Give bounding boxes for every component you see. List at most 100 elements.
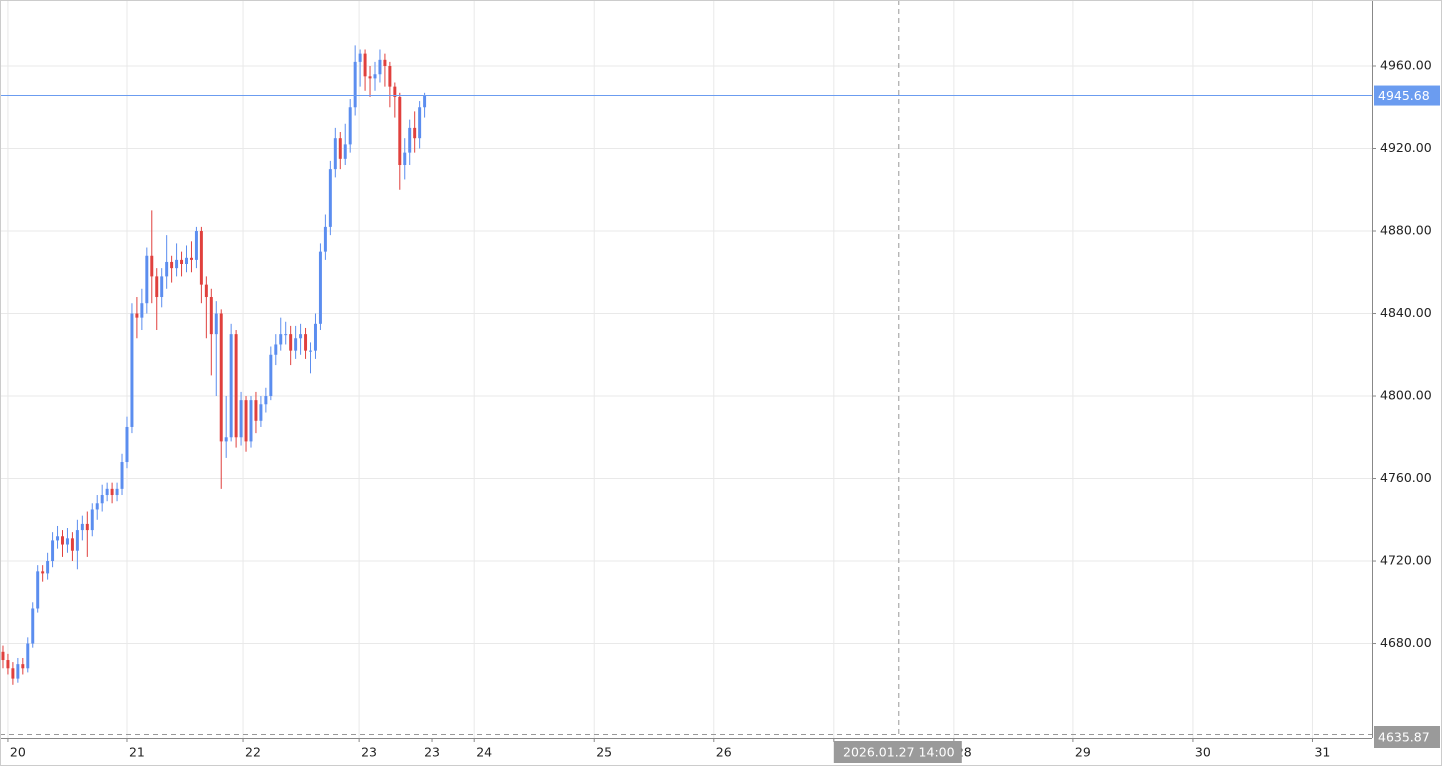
candle-body [398, 96, 402, 166]
candle-body [90, 509, 94, 531]
candle-body [1, 651, 5, 661]
candle-body [135, 313, 139, 318]
candle-body [353, 61, 357, 108]
candle-body [75, 530, 79, 551]
crosshair-price-label: 4635.87 [1378, 730, 1430, 745]
candle-body [323, 226, 327, 252]
candle-body [413, 127, 417, 139]
candle-body [120, 462, 124, 489]
candle-body [309, 350, 312, 352]
x-tick-label: 29 [1075, 745, 1091, 760]
candle-body [189, 257, 193, 260]
candle-body [61, 536, 64, 545]
candle-body [348, 107, 352, 145]
candle-body [214, 313, 218, 335]
candle-body [140, 303, 144, 318]
x-tick-label: 31 [1314, 745, 1330, 760]
candle-body [363, 53, 367, 77]
candle-body [313, 323, 317, 351]
y-tick-label: 4720.00 [1380, 553, 1432, 568]
candle-body [274, 344, 278, 355]
candle-body [110, 488, 114, 496]
candle-body [26, 643, 30, 669]
candle-body [373, 74, 377, 79]
candle-body [294, 338, 298, 351]
candle-body [65, 538, 69, 545]
x-tick-label: 21 [129, 745, 145, 760]
y-tick-label: 4760.00 [1380, 470, 1432, 485]
y-tick-label: 4960.00 [1380, 58, 1432, 73]
candle-body [31, 608, 35, 644]
candle-body [299, 334, 303, 339]
candle-body [70, 538, 74, 551]
crosshair-time-label: 2026.01.27 14:00 [843, 745, 955, 760]
candle-body [403, 152, 407, 166]
candle-body [224, 437, 228, 442]
y-tick-label: 4840.00 [1380, 305, 1432, 320]
x-tick-label: 20 [10, 745, 26, 760]
candle-body [264, 396, 268, 405]
candle-body [244, 400, 248, 442]
x-tick-label: 23 [424, 745, 440, 760]
candle-body [279, 334, 283, 345]
y-tick-label: 4800.00 [1380, 388, 1432, 403]
candle-body [318, 251, 322, 324]
candle-body [378, 59, 382, 75]
candle-body [180, 259, 184, 265]
grid-layer [0, 0, 1372, 738]
x-tick-label: 23 [361, 745, 377, 760]
crosshair-price-tag [1374, 726, 1440, 748]
candle-body [204, 284, 208, 298]
candle-body [115, 488, 119, 496]
candle-body [46, 561, 50, 574]
candle-body [343, 144, 347, 159]
candle-body [85, 523, 89, 531]
last-price-tag [1374, 85, 1440, 106]
candle-body [199, 231, 203, 285]
candle-body [269, 354, 273, 397]
candle-body [254, 400, 258, 421]
candle-body [130, 313, 134, 427]
candle-body [229, 334, 233, 438]
candle-body [41, 571, 45, 574]
x-tick-label: 22 [245, 745, 261, 760]
candle-body [333, 138, 337, 170]
x-tick-label: 26 [716, 745, 732, 760]
candle-body [219, 313, 223, 442]
y-tick-label: 4880.00 [1380, 223, 1432, 238]
candle-body [185, 257, 188, 265]
candle-body [289, 334, 293, 351]
candle-body [16, 664, 20, 679]
x-tick-label: 30 [1195, 745, 1211, 760]
candle-body [175, 259, 179, 269]
candle-body [239, 400, 243, 438]
candle-body [249, 400, 253, 442]
candle-body [338, 138, 342, 159]
candle-body [393, 86, 397, 97]
candle-body [36, 571, 40, 609]
y-tick-label: 4680.00 [1380, 635, 1432, 650]
candle-body [368, 76, 372, 79]
candle-body [234, 334, 238, 438]
candle-body [145, 255, 149, 304]
candle-body [209, 297, 213, 335]
candle-body [284, 334, 288, 336]
candle-body [328, 169, 332, 227]
candle-body [423, 95, 427, 108]
candle-body [170, 261, 174, 269]
candle-body [358, 53, 362, 62]
candle-body [259, 404, 263, 421]
y-tick-label: 4920.00 [1380, 140, 1432, 155]
candle-body [6, 660, 10, 669]
candle-body [21, 664, 25, 669]
crosshair-time-tag [833, 741, 962, 763]
candle-body [150, 255, 154, 277]
candle-body [408, 127, 412, 153]
candle-body [80, 523, 84, 531]
candle-body [155, 276, 159, 298]
candle-body [160, 276, 164, 298]
candle-body [56, 536, 60, 541]
candle-body [100, 495, 104, 504]
